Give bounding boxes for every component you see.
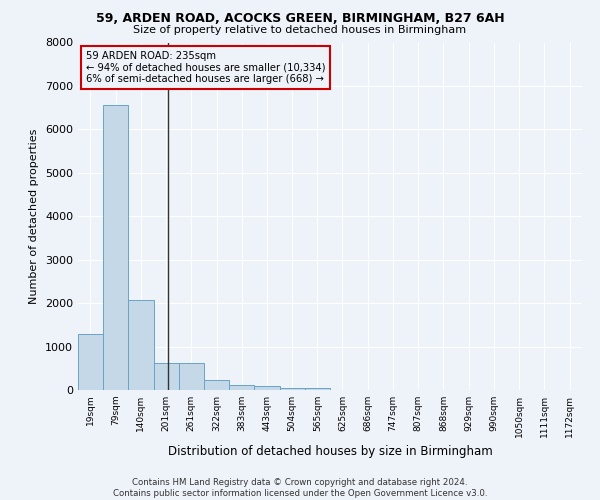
Text: 59 ARDEN ROAD: 235sqm
← 94% of detached houses are smaller (10,334)
6% of semi-d: 59 ARDEN ROAD: 235sqm ← 94% of detached …	[86, 51, 325, 84]
Text: 59, ARDEN ROAD, ACOCKS GREEN, BIRMINGHAM, B27 6AH: 59, ARDEN ROAD, ACOCKS GREEN, BIRMINGHAM…	[95, 12, 505, 26]
Bar	[179, 363, 204, 390]
Text: Size of property relative to detached houses in Birmingham: Size of property relative to detached ho…	[133, 25, 467, 35]
Y-axis label: Number of detached properties: Number of detached properties	[29, 128, 40, 304]
X-axis label: Distribution of detached houses by size in Birmingham: Distribution of detached houses by size …	[167, 446, 493, 458]
Text: Contains HM Land Registry data © Crown copyright and database right 2024.
Contai: Contains HM Land Registry data © Crown c…	[113, 478, 487, 498]
Bar	[154, 362, 179, 390]
Bar	[280, 388, 305, 390]
Bar	[229, 385, 254, 390]
Bar	[254, 386, 280, 390]
Bar	[128, 300, 154, 390]
Bar	[204, 380, 229, 390]
Bar	[103, 106, 128, 390]
Bar	[78, 334, 103, 390]
Bar	[305, 388, 330, 390]
